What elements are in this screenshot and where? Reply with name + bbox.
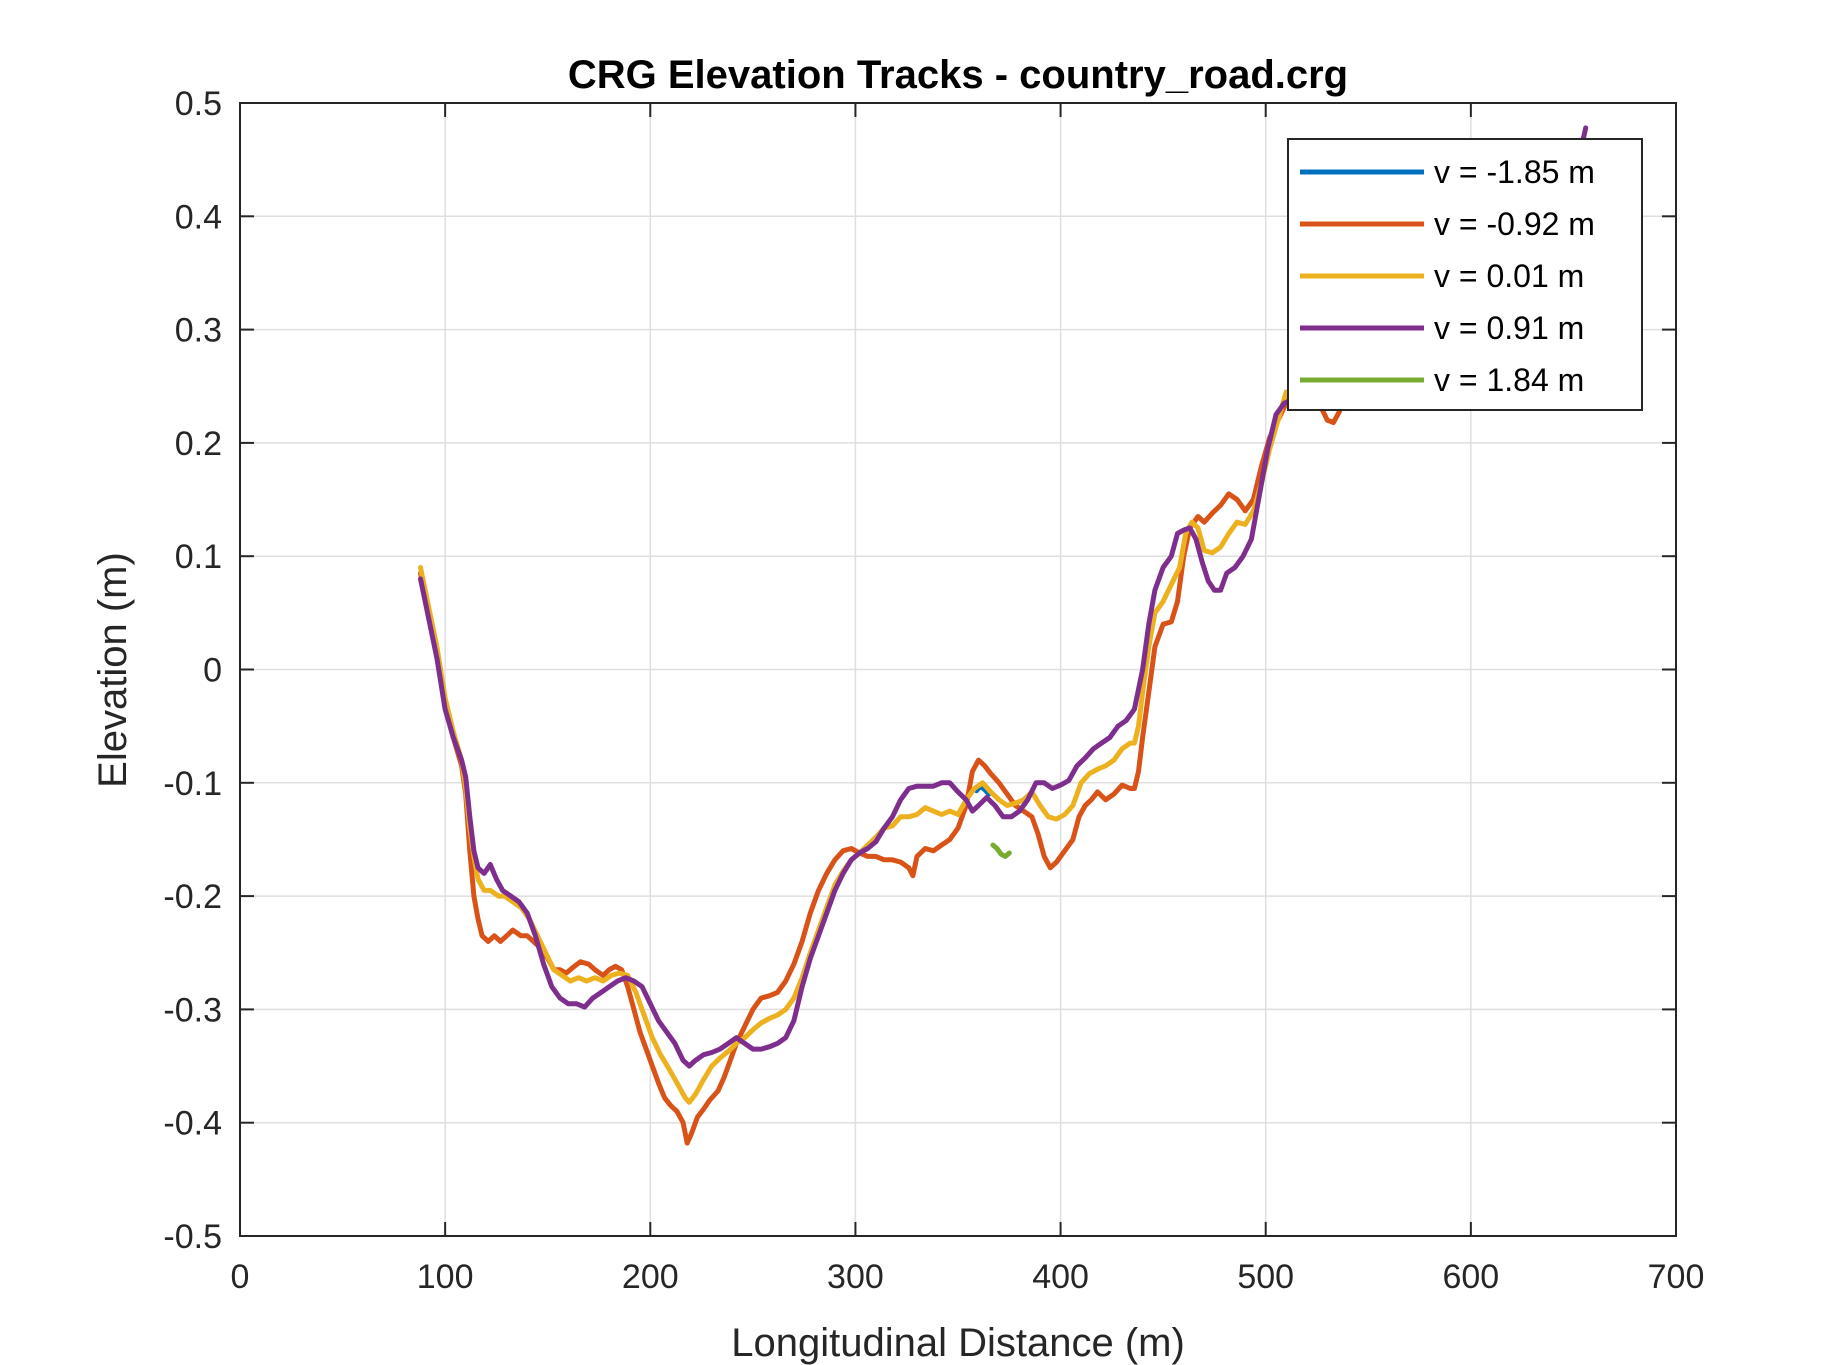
y-tick-label: 0.1 xyxy=(175,538,222,576)
x-tick-label: 300 xyxy=(827,1258,884,1296)
x-tick-label: 100 xyxy=(417,1258,474,1296)
x-tick-label: 400 xyxy=(1032,1258,1089,1296)
legend-label-2: v = 0.01 m xyxy=(1434,258,1584,294)
chart-title: CRG Elevation Tracks - country_road.crg xyxy=(568,53,1348,97)
y-tick-labels: 0.5 0.4 0.3 0.2 0.1 0 -0.1 -0.2 -0.3 -0.4 -0.5 xyxy=(163,85,222,1256)
legend-label-4: v = 1.84 m xyxy=(1434,362,1584,398)
y-tick-label: -0.3 xyxy=(163,991,222,1029)
y-tick-label: 0.3 xyxy=(175,312,222,350)
legend-label-3: v = 0.91 m xyxy=(1434,310,1584,346)
y-tick-label: 0.4 xyxy=(175,198,222,236)
x-tick-label: 200 xyxy=(622,1258,679,1296)
legend: v = -1.85 m v = -0.92 m v = 0.01 m v = 0.91… xyxy=(1287,138,1643,411)
y-tick-label: 0.2 xyxy=(175,425,222,463)
y-axis-label: Elevation (m) xyxy=(91,552,135,788)
y-tick-label: -0.5 xyxy=(163,1218,222,1256)
x-tick-label: 0 xyxy=(231,1258,250,1296)
y-tick-label: -0.1 xyxy=(163,765,222,803)
y-tick-label: -0.2 xyxy=(163,878,222,916)
series-line-1 xyxy=(418,383,1343,1146)
x-axis-label: Longitudinal Distance (m) xyxy=(731,1321,1185,1365)
series-line-4 xyxy=(990,842,1012,859)
y-tick-label: 0 xyxy=(203,652,222,690)
series-lines xyxy=(418,125,1589,1146)
legend-label-1: v = -0.92 m xyxy=(1434,206,1595,242)
tick-marks xyxy=(239,102,1677,1237)
x-tick-label: 600 xyxy=(1442,1258,1499,1296)
x-tick-label: 700 xyxy=(1648,1258,1705,1296)
y-tick-label: 0.5 xyxy=(175,85,222,123)
x-tick-label: 500 xyxy=(1237,1258,1294,1296)
y-tick-label: -0.4 xyxy=(163,1105,222,1143)
legend-label-0: v = -1.85 m xyxy=(1434,154,1595,190)
x-tick-labels: 0 100 200 300 400 500 600 700 xyxy=(231,1258,1705,1296)
